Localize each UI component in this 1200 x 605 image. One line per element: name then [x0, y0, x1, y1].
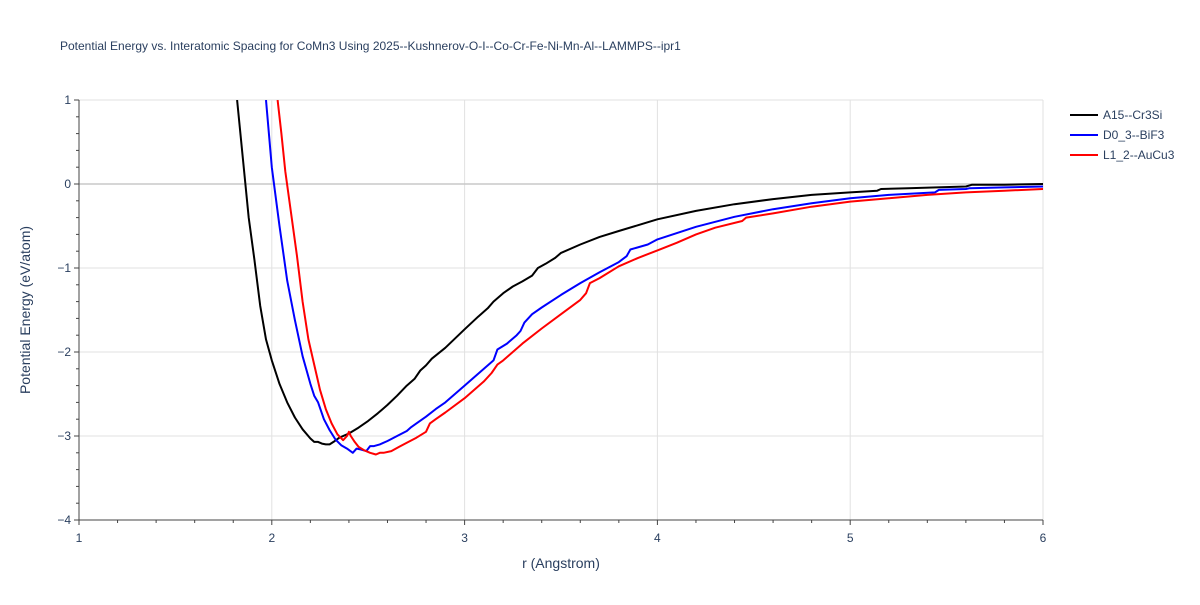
x-tick-label: 4: [654, 531, 661, 545]
legend-item[interactable]: D0_3--BiF3: [1070, 128, 1165, 142]
series-layer: [236, 100, 1043, 456]
y-tick-label: −4: [57, 513, 71, 527]
legend-label: L1_2--AuCu3: [1103, 148, 1175, 162]
legend-item[interactable]: L1_2--AuCu3: [1070, 148, 1175, 162]
y-tick-label: −3: [57, 429, 71, 443]
y-tick-label: 1: [64, 93, 71, 107]
grid-layer: [79, 99, 1044, 520]
series-line-l1-2-aucu3[interactable]: [276, 100, 1043, 456]
x-tick-label: 2: [268, 531, 275, 545]
series-line-d0-3-bif3[interactable]: [265, 100, 1043, 454]
x-tick-label: 1: [76, 531, 83, 545]
legend-label: A15--Cr3Si: [1103, 108, 1162, 122]
y-tick-label: −1: [57, 261, 71, 275]
x-tick-label: 5: [847, 531, 854, 545]
x-tick-label: 6: [1040, 531, 1047, 545]
legend-label: D0_3--BiF3: [1103, 128, 1165, 142]
y-tick-label: −2: [57, 345, 71, 359]
x-tick-label: 3: [461, 531, 468, 545]
y-axis-title: Potential Energy (eV/atom): [17, 226, 33, 394]
x-axis-title: r (Angstrom): [522, 555, 600, 571]
legend[interactable]: A15--Cr3Si D0_3--BiF3 L1_2--AuCu3: [1070, 108, 1175, 162]
series-line-a15-cr3si[interactable]: [236, 100, 1043, 446]
chart-title: Potential Energy vs. Interatomic Spacing…: [60, 39, 681, 53]
legend-item[interactable]: A15--Cr3Si: [1070, 108, 1162, 122]
y-tick-label: 0: [64, 177, 71, 191]
axis-layer: 1 2 3 4 5 6 −4 −3 −2 −1 0 1: [57, 93, 1046, 545]
